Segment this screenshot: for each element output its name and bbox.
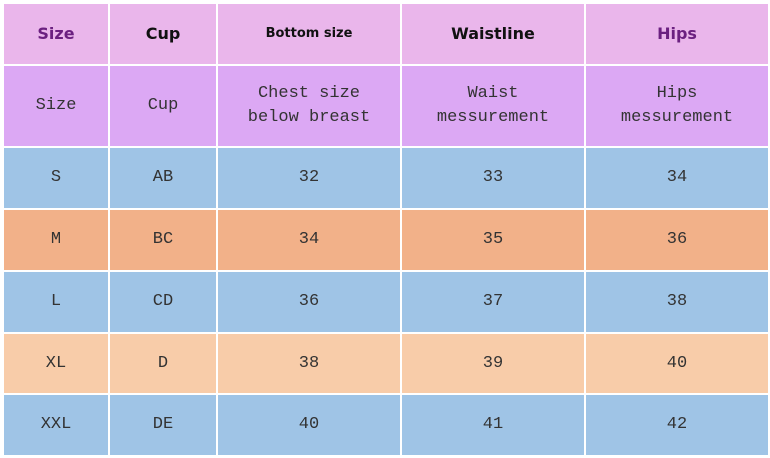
table-cell: L — [4, 272, 108, 332]
cell-text: Cup — [147, 96, 179, 115]
cell-text: Hips — [657, 24, 697, 43]
cell-text: Size — [35, 96, 77, 115]
cell-text: Waist messurement — [436, 84, 550, 127]
cell-text: 38 — [298, 353, 320, 373]
cell-text: 34 — [298, 230, 320, 249]
table-cell: 34 — [218, 210, 400, 270]
table-cell: 42 — [586, 395, 768, 455]
table-cell: M — [4, 210, 108, 270]
cell-text: S — [50, 168, 62, 187]
table-cell: 36 — [586, 210, 768, 270]
cell-text: 36 — [298, 292, 320, 311]
cell-text: 37 — [482, 292, 504, 311]
cell-text: BC — [152, 230, 174, 249]
cell-text: 39 — [482, 353, 504, 373]
cell-text: Waistline — [451, 24, 535, 43]
header-cell: Cup — [110, 4, 216, 64]
cell-text: 35 — [482, 230, 504, 249]
table-cell: 38 — [586, 272, 768, 332]
cell-text: CD — [152, 292, 174, 311]
cell-text: DE — [152, 415, 174, 434]
table-cell: 39 — [402, 334, 584, 393]
cell-text: Hips messurement — [620, 84, 734, 127]
table-cell: XXL — [4, 395, 108, 455]
cell-text: Size — [37, 24, 75, 43]
header-cell: Bottom size — [218, 4, 400, 64]
table-cell: 32 — [218, 148, 400, 208]
table-cell: D — [110, 334, 216, 393]
cell-text: 41 — [482, 415, 504, 434]
table-cell: S — [4, 148, 108, 208]
cell-text: Chest size below breast — [247, 84, 371, 127]
subheader-cell: Chest size below breast — [218, 66, 400, 146]
subheader-cell: Waist messurement — [402, 66, 584, 146]
table-cell: 34 — [586, 148, 768, 208]
subheader-cell: Size — [4, 66, 108, 146]
cell-text: 40 — [666, 353, 688, 373]
cell-text: M — [50, 230, 62, 249]
cell-text: L — [50, 292, 62, 311]
table-cell: 35 — [402, 210, 584, 270]
cell-text: Cup — [145, 24, 181, 43]
table-cell: AB — [110, 148, 216, 208]
cell-text: Bottom size — [265, 26, 353, 41]
subheader-cell: Hips messurement — [586, 66, 768, 146]
table-cell: 41 — [402, 395, 584, 455]
cell-text: 42 — [666, 415, 688, 434]
cell-text: 33 — [482, 168, 504, 187]
table-cell: 36 — [218, 272, 400, 332]
table-cell: CD — [110, 272, 216, 332]
table-cell: XL — [4, 334, 108, 393]
header-cell: Hips — [586, 4, 768, 64]
size-table: Size Cup Bottom size Waistline Hips Size Cup Ch… — [4, 4, 768, 455]
header-cell: Waistline — [402, 4, 584, 64]
table-cell: 37 — [402, 272, 584, 332]
cell-text: 32 — [298, 168, 320, 187]
subheader-cell: Cup — [110, 66, 216, 146]
cell-text: 40 — [298, 415, 320, 434]
cell-text: 38 — [666, 292, 688, 311]
cell-text: D — [157, 353, 169, 373]
table-cell: 40 — [218, 395, 400, 455]
table-cell: DE — [110, 395, 216, 455]
cell-text: 36 — [666, 230, 688, 249]
table-cell: 38 — [218, 334, 400, 393]
table-cell: 33 — [402, 148, 584, 208]
cell-text: AB — [152, 168, 174, 187]
table-cell: BC — [110, 210, 216, 270]
header-cell: Size — [4, 4, 108, 64]
table-cell: 40 — [586, 334, 768, 393]
cell-text: XXL — [40, 415, 72, 434]
cell-text: XL — [45, 353, 67, 373]
cell-text: 34 — [666, 168, 688, 187]
